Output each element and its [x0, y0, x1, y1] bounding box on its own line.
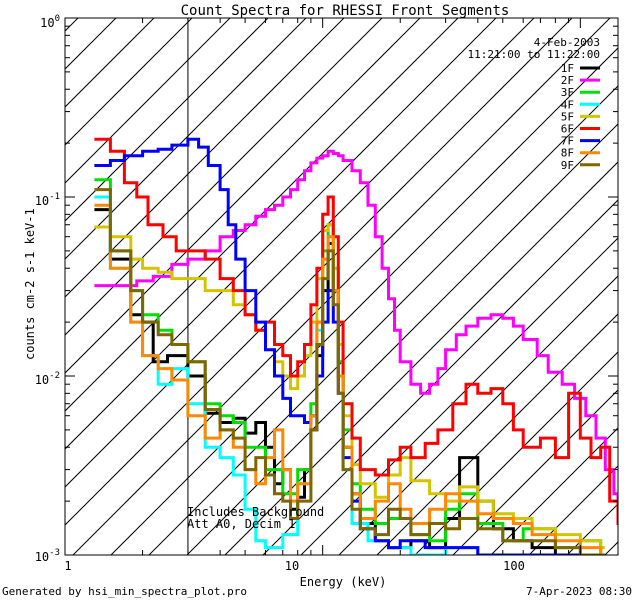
series-7F: [94, 137, 585, 555]
plot-frame: [64, 17, 619, 556]
attenuator-annotation: Att A0, Decim 1: [187, 517, 295, 531]
series-6F: [94, 137, 618, 525]
hatch-line: [224, 161, 618, 555]
x-tick-label: 100: [503, 559, 525, 573]
y-tick-label: 100: [40, 14, 60, 30]
x-tick-label: 1: [64, 559, 71, 573]
hatched-region: [65, 18, 618, 555]
hatch-line: [110, 47, 618, 555]
hatch-line: [65, 18, 231, 184]
date-label: 4-Feb-2003: [534, 36, 600, 49]
series-5F: [94, 223, 605, 550]
chart-title: Count Spectra for RHESSI Front Segments: [181, 3, 510, 19]
hatch-line: [148, 85, 618, 555]
hatch-line: [65, 18, 535, 488]
y-tick-label: 10-2: [35, 371, 60, 387]
hatch-line: [338, 275, 618, 555]
time-label: 11:21:00 to 11:22:00: [468, 48, 600, 61]
legend-label-2F: 2F: [561, 74, 574, 87]
x-tick-label: 10: [285, 559, 299, 573]
hatch-line: [65, 18, 117, 70]
x-axis-label: Energy (keV): [300, 575, 387, 589]
series-layer: [94, 137, 618, 555]
hatch-line: [65, 18, 307, 260]
background-annotation: Includes Background: [187, 505, 324, 519]
legend-label-7F: 7F: [561, 135, 574, 148]
hatch-line: [452, 389, 618, 555]
legend-label-6F: 6F: [561, 123, 574, 136]
y-tick-labels: 100 10-1 10-2 10-3: [35, 14, 60, 564]
axes: [64, 17, 618, 556]
x-tick-labels: 1 10 100: [64, 559, 524, 573]
generated-by: Generated by hsi_min_spectra_plot.pro: [2, 585, 247, 598]
legend-label-1F: 1F: [561, 62, 574, 75]
legend-label-4F: 4F: [561, 98, 574, 111]
timestamp: 7-Apr-2023 08:30: [526, 585, 632, 598]
hatch-line: [65, 18, 155, 108]
hatch-line: [65, 18, 459, 412]
hatch-line: [65, 18, 497, 450]
legend-label-9F: 9F: [561, 159, 574, 172]
hatch-line: [414, 351, 618, 555]
y-tick-label: 10-3: [35, 548, 60, 564]
y-axis-label: counts cm-2 s-1 keV-1: [23, 208, 37, 360]
hatch-line: [376, 313, 618, 555]
hatch-line: [65, 18, 383, 336]
hatch-line: [65, 18, 573, 526]
legend-label-3F: 3F: [561, 86, 574, 99]
series-9F: [94, 188, 605, 555]
hatch-line: [65, 18, 345, 298]
legend-label-5F: 5F: [561, 110, 574, 123]
legend-label-8F: 8F: [561, 147, 574, 160]
series-2F: [94, 149, 618, 503]
hatch-line: [72, 18, 611, 555]
hatch-line: [65, 18, 269, 222]
y-tick-label: 10-1: [35, 192, 60, 208]
series-8F: [94, 203, 605, 555]
hatch-line: [186, 123, 618, 555]
hatch-line: [262, 199, 618, 555]
hatch-line: [65, 18, 421, 374]
series-1F: [94, 208, 605, 555]
hatch-line: [65, 18, 193, 146]
